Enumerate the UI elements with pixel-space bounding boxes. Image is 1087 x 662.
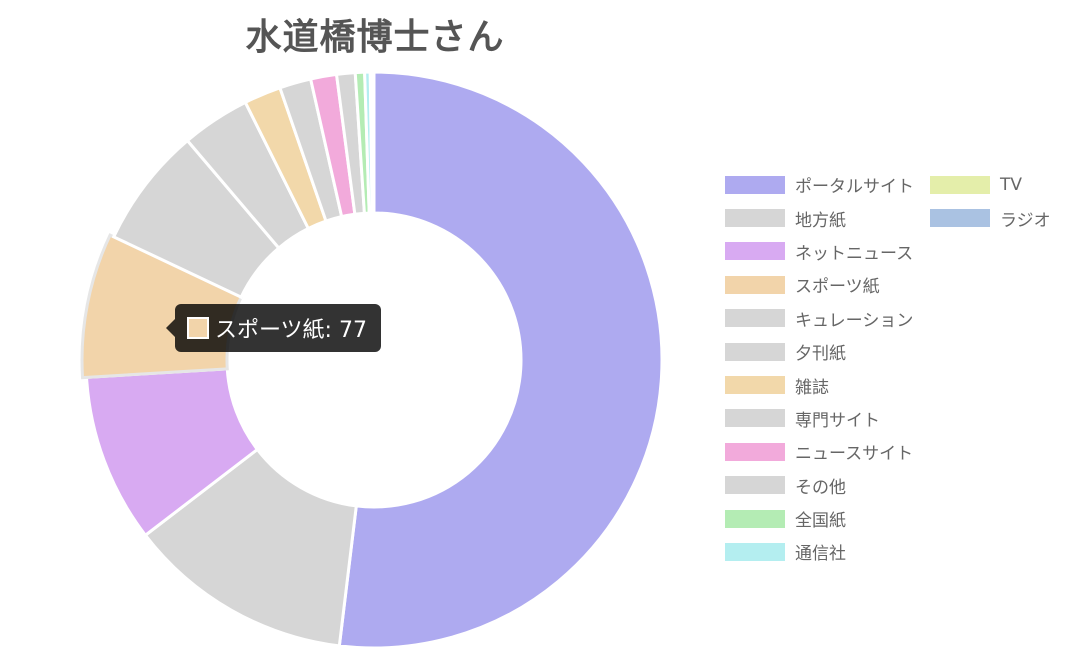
legend-item-通信社[interactable]: 通信社 xyxy=(725,535,914,568)
donut-slice-地方紙[interactable] xyxy=(143,447,358,648)
legend-label: 雑誌 xyxy=(795,377,829,398)
donut-slice-ポータルサイト[interactable] xyxy=(337,70,664,650)
legend-swatch xyxy=(725,209,785,228)
legend-swatch xyxy=(725,542,785,561)
legend-swatch xyxy=(725,342,785,361)
legend-item-ネットニュース[interactable]: ネットニュース xyxy=(725,235,914,268)
legend-label: ポータルサイト xyxy=(795,177,914,198)
legend-label: その他 xyxy=(795,477,846,498)
legend-item-夕刊紙[interactable]: 夕刊紙 xyxy=(725,335,914,368)
legend-item-雑誌[interactable]: 雑誌 xyxy=(725,368,914,401)
chart-legend: ポータルサイト 地方紙ネットニュース スポーツ紙キュレーション 夕刊紙雑誌専門サイトニ… xyxy=(725,168,1051,569)
legend-item-ニュースサイト[interactable]: ニュースサイト xyxy=(725,435,914,468)
legend-swatch xyxy=(930,209,990,228)
legend-label: 夕刊紙 xyxy=(795,344,846,365)
legend-label: 全国紙 xyxy=(795,511,846,532)
legend-swatch xyxy=(725,376,785,395)
legend-swatch xyxy=(725,442,785,461)
legend-swatch xyxy=(725,309,785,328)
legend-item-スポーツ紙[interactable]: スポーツ紙 xyxy=(725,268,914,301)
legend-label: ネットニュース xyxy=(795,243,914,264)
legend-label: キュレーション xyxy=(795,310,914,331)
legend-swatch xyxy=(725,476,785,495)
legend-item-TV[interactable]: TV xyxy=(930,168,1051,201)
legend-item-全国紙[interactable]: 全国紙 xyxy=(725,502,914,535)
legend-swatch xyxy=(725,275,785,294)
legend-label: TV xyxy=(1000,174,1023,195)
legend-item-専門サイト[interactable]: 専門サイト xyxy=(725,402,914,435)
chart-title: 水道橋博士さん xyxy=(245,17,505,58)
legend-label: 地方紙 xyxy=(795,210,846,231)
legend-swatch xyxy=(725,242,785,261)
tooltip-color-swatch xyxy=(187,317,209,339)
donut-slice-ラジオ[interactable] xyxy=(370,70,376,215)
legend-swatch xyxy=(725,509,785,528)
legend-label: ラジオ xyxy=(1000,210,1051,231)
legend-label: ニュースサイト xyxy=(795,444,914,465)
legend-item-地方紙[interactable]: 地方紙 xyxy=(725,201,914,234)
legend-label: 通信社 xyxy=(795,544,846,565)
legend-item-ラジオ[interactable]: ラジオ xyxy=(930,201,1051,234)
legend-item-キュレーション[interactable]: キュレーション xyxy=(725,302,914,335)
tooltip-label: スポーツ紙: 77 xyxy=(215,318,367,343)
chart-tooltip: スポーツ紙: 77 xyxy=(166,304,381,352)
legend-swatch xyxy=(930,175,990,194)
legend-label: スポーツ紙 xyxy=(795,277,880,298)
legend-swatch xyxy=(725,409,785,428)
legend-item-その他[interactable]: その他 xyxy=(725,469,914,502)
legend-swatch xyxy=(725,175,785,194)
legend-label: 専門サイト xyxy=(795,410,880,431)
legend-item-ポータルサイト[interactable]: ポータルサイト xyxy=(725,168,914,201)
